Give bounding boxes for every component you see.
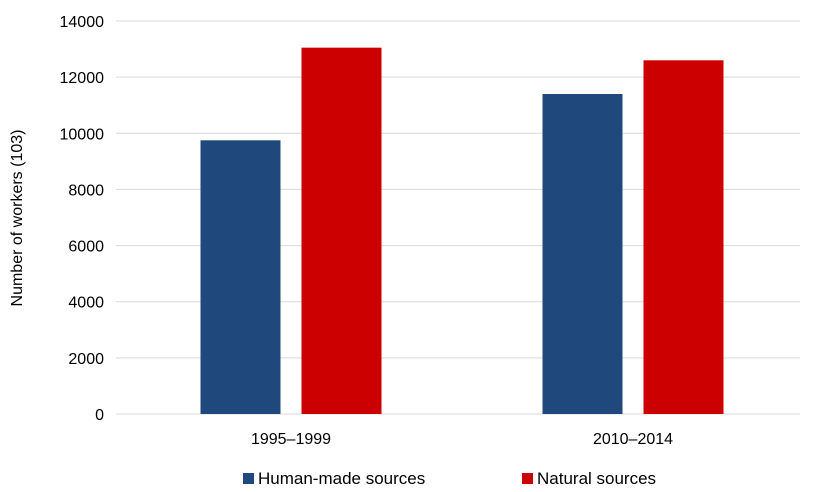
y-tick-label: 6000	[68, 239, 104, 256]
bars	[200, 47, 724, 415]
y-tick-label: 12000	[60, 70, 105, 87]
bar-human-made-1	[542, 93, 623, 414]
legend: Human-made sources Natural sources	[243, 469, 656, 488]
x-category-label: 1995–1999	[251, 431, 331, 448]
y-tick-label: 8000	[68, 182, 104, 199]
legend-swatch-natural	[522, 473, 533, 484]
y-tick-label: 0	[95, 407, 104, 424]
y-tick-label: 4000	[68, 295, 104, 312]
legend-label-natural: Natural sources	[537, 469, 656, 488]
y-tick-label: 14000	[60, 14, 105, 31]
y-tick-label: 10000	[60, 126, 105, 143]
legend-swatch-human-made	[243, 473, 254, 484]
x-category-label: 2010–2014	[593, 431, 673, 448]
y-axis-label: Number of workers (103)	[9, 130, 26, 307]
bar-human-made-0	[200, 140, 281, 414]
x-axis-categories: 1995–1999 2010–2014	[251, 431, 673, 448]
bar-natural-1	[643, 60, 724, 415]
bar-natural-0	[301, 47, 382, 415]
legend-label-human-made: Human-made sources	[258, 469, 425, 488]
y-axis-ticks: 0 2000 4000 6000 8000 10000 12000 14000	[60, 14, 105, 424]
y-tick-label: 2000	[68, 351, 104, 368]
